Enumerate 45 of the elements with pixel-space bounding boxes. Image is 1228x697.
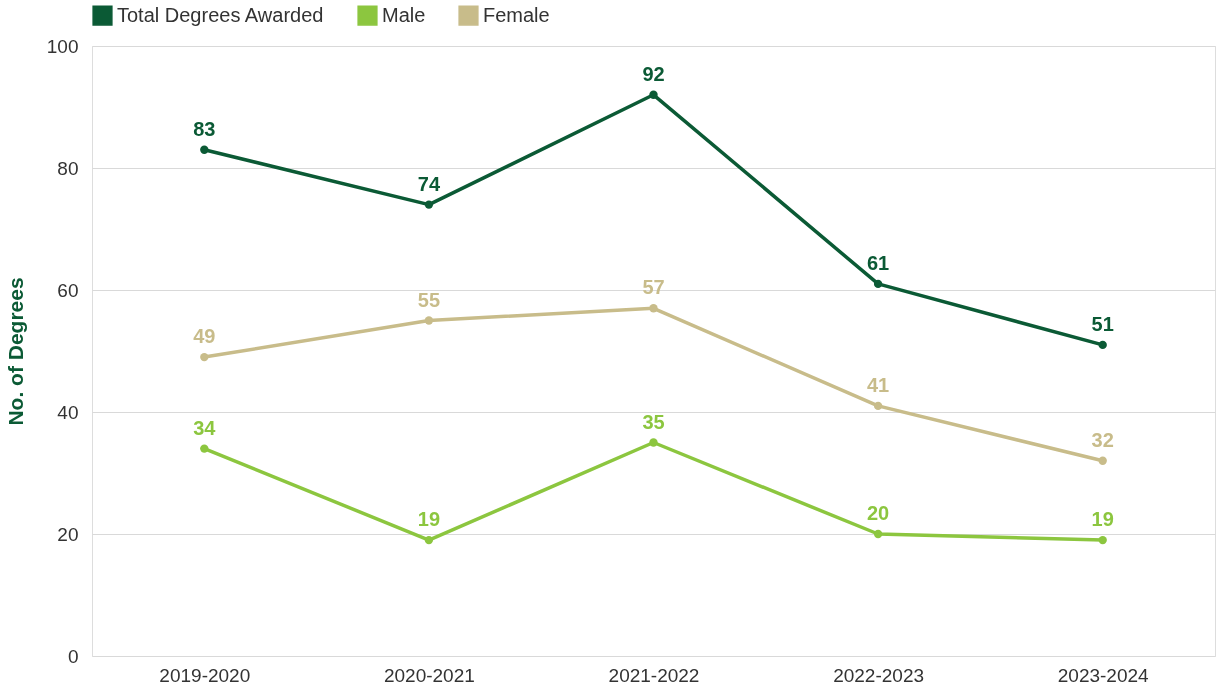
data-label: 57 (642, 276, 665, 299)
point (1098, 535, 1107, 545)
point (873, 529, 883, 539)
point (1098, 340, 1107, 350)
point (649, 90, 658, 99)
data-label: 55 (417, 288, 441, 311)
data-label: 20 (866, 502, 890, 524)
data-label: 41 (866, 373, 890, 396)
x-tick-label: 2021-2022 (608, 664, 700, 686)
x-tick-label: 2020-2021 (383, 664, 475, 686)
data-label: 61 (866, 251, 890, 274)
point (649, 304, 658, 313)
data-label: 34 (193, 416, 217, 439)
data-label: 74 (417, 172, 441, 195)
point (873, 401, 883, 411)
legend-label: Total Degrees Awarded (117, 3, 324, 26)
x-tick-label: 2022-2023 (833, 664, 925, 686)
data-label: 92 (642, 62, 665, 85)
point (873, 279, 883, 289)
data-label: 19 (417, 508, 441, 531)
y-tick-label: 60 (57, 279, 79, 301)
data-label: 83 (193, 117, 216, 140)
data-label: 51 (1091, 312, 1114, 335)
point (424, 316, 434, 325)
x-tick-label: 2023-2024 (1057, 664, 1150, 686)
point (200, 145, 209, 154)
legend-label: Male (382, 3, 426, 26)
y-tick-label: 40 (57, 401, 79, 423)
y-tick-label: 80 (57, 157, 79, 179)
y-axis-title: No. of Degrees (3, 277, 27, 426)
point (200, 352, 209, 362)
x-tick-label: 2019-2020 (159, 664, 251, 686)
point (424, 200, 434, 209)
point (424, 535, 434, 545)
point (649, 438, 658, 447)
y-tick-label: 20 (57, 523, 79, 545)
data-label: 19 (1091, 508, 1114, 531)
point (200, 444, 209, 453)
data-label: 35 (642, 410, 665, 433)
legend-label: Female (483, 3, 550, 26)
y-tick-label: 0 (67, 645, 79, 667)
point (1098, 456, 1107, 465)
data-label: 49 (193, 325, 216, 348)
data-label: 32 (1091, 428, 1114, 451)
y-tick-label: 100 (46, 35, 79, 57)
